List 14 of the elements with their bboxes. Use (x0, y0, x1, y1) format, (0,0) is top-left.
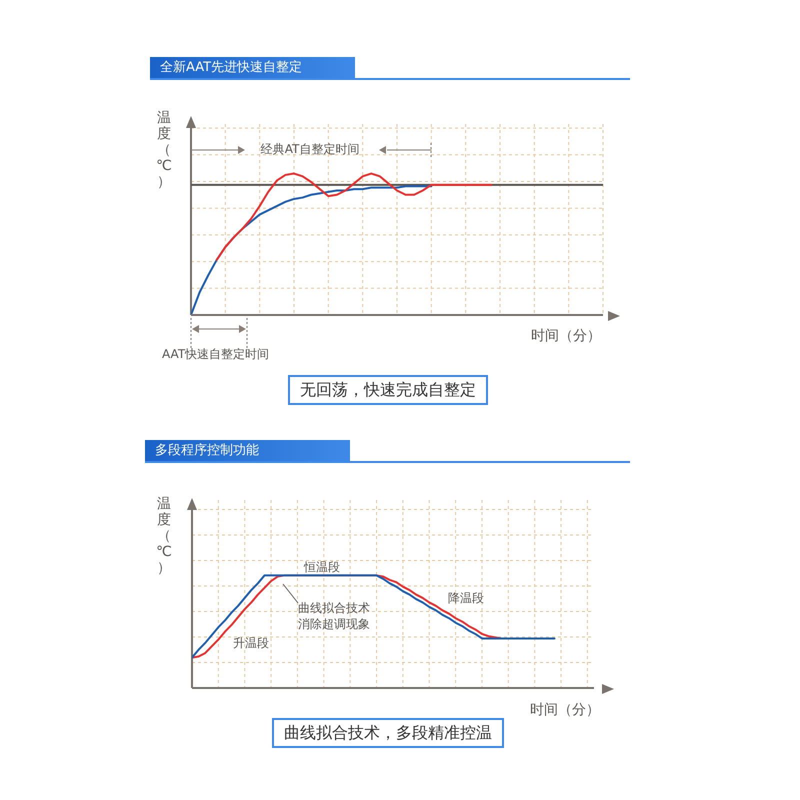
text: 曲线拟合技术，多段精准控温 (284, 722, 492, 744)
chart-title: 多段程序控制功能 (145, 440, 350, 461)
annotation: 曲线拟合技术消除超调现象 (298, 600, 371, 632)
chart-title: 全新AAT先进快速自整定 (150, 57, 355, 78)
annotation: 升温段 (233, 635, 269, 651)
y-axis-title: 温度（℃） (156, 110, 172, 190)
text: 无回荡，快速完成自整定 (300, 379, 476, 401)
annotation: 降温段 (448, 590, 484, 606)
x-axis-title: 时间（分） (530, 701, 600, 719)
text: 恒温段 (304, 559, 340, 575)
x-axis-title: 时间（分） (531, 327, 601, 345)
text: AAT快速自整定时间 (162, 346, 270, 362)
text: 经典AT自整定时间 (260, 141, 360, 157)
y-axis-title: 温度（℃） (156, 496, 172, 576)
